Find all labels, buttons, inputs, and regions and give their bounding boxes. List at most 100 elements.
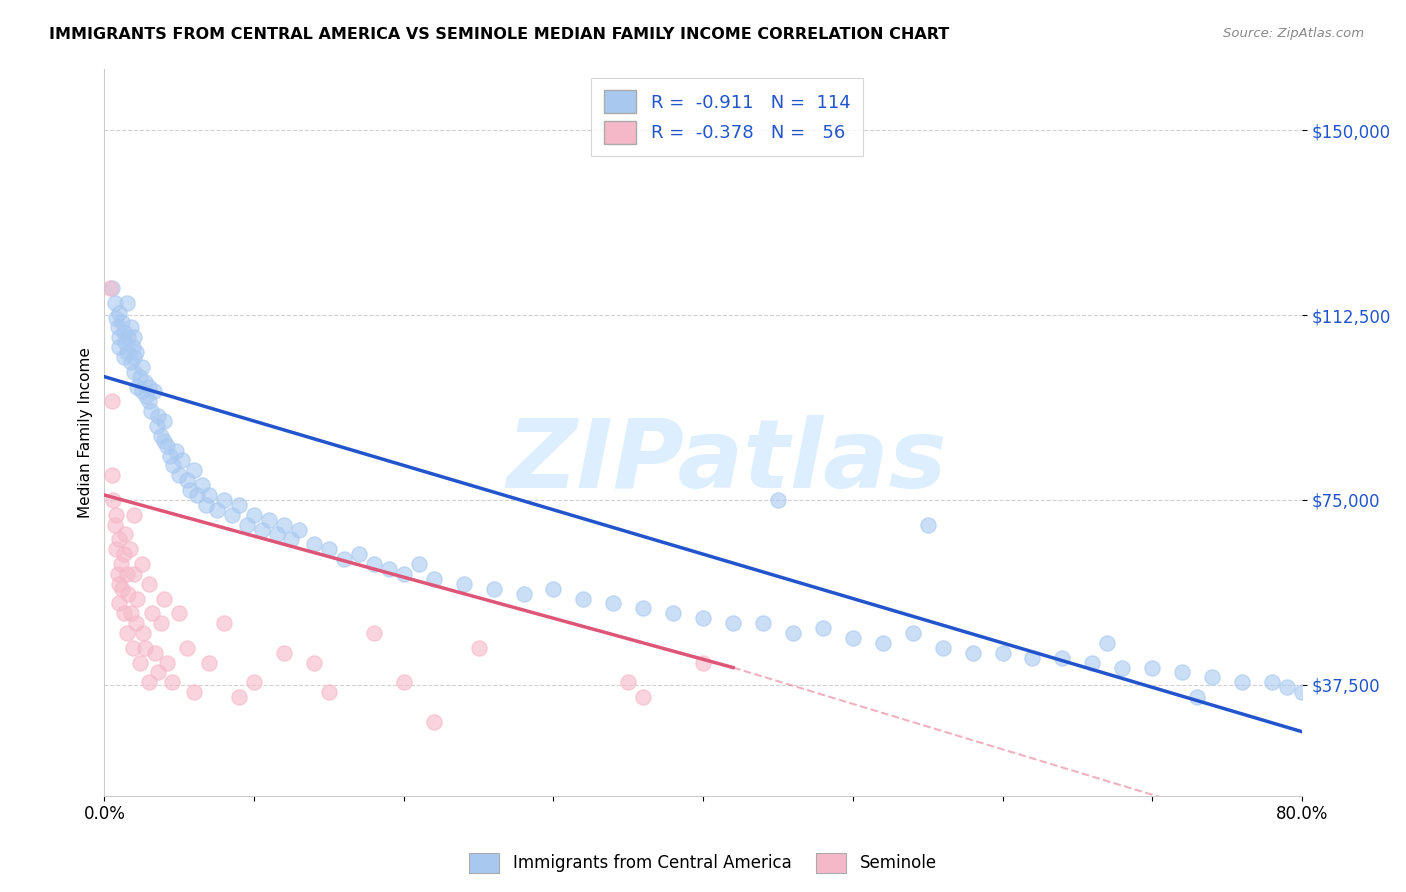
- Point: [143, 646, 166, 660]
- Point: [1111, 660, 1133, 674]
- Point: [228, 690, 250, 705]
- Point: [124, 330, 146, 344]
- Point: [183, 463, 205, 477]
- Point: [142, 384, 165, 399]
- Point: [115, 626, 138, 640]
- Point: [117, 330, 139, 344]
- Point: [302, 656, 325, 670]
- Point: [453, 576, 475, 591]
- Point: [250, 523, 273, 537]
- Point: [120, 320, 142, 334]
- Point: [101, 394, 124, 409]
- Point: [156, 656, 179, 670]
- Point: [1140, 660, 1163, 674]
- Point: [422, 572, 444, 586]
- Point: [692, 656, 714, 670]
- Point: [148, 409, 170, 423]
- Point: [112, 547, 135, 561]
- Point: [633, 690, 655, 705]
- Point: [105, 508, 128, 522]
- Point: [662, 607, 685, 621]
- Point: [467, 640, 489, 655]
- Legend: Immigrants from Central America, Seminole: Immigrants from Central America, Seminol…: [463, 847, 943, 880]
- Point: [917, 517, 939, 532]
- Point: [408, 557, 430, 571]
- Point: [103, 492, 125, 507]
- Point: [1171, 665, 1194, 680]
- Point: [766, 492, 789, 507]
- Point: [302, 537, 325, 551]
- Point: [179, 483, 201, 497]
- Point: [131, 384, 153, 399]
- Point: [572, 591, 595, 606]
- Point: [124, 566, 146, 581]
- Point: [129, 656, 152, 670]
- Point: [101, 468, 124, 483]
- Point: [195, 498, 218, 512]
- Point: [235, 517, 257, 532]
- Point: [190, 478, 212, 492]
- Point: [1261, 675, 1284, 690]
- Point: [991, 646, 1014, 660]
- Point: [280, 533, 302, 547]
- Point: [378, 562, 401, 576]
- Point: [602, 597, 624, 611]
- Point: [153, 414, 176, 428]
- Point: [1230, 675, 1253, 690]
- Point: [183, 685, 205, 699]
- Text: Source: ZipAtlas.com: Source: ZipAtlas.com: [1223, 27, 1364, 40]
- Point: [120, 355, 142, 369]
- Point: [257, 513, 280, 527]
- Point: [101, 281, 124, 295]
- Point: [318, 542, 340, 557]
- Point: [1021, 650, 1043, 665]
- Point: [1201, 670, 1223, 684]
- Point: [125, 345, 148, 359]
- Point: [872, 636, 894, 650]
- Point: [931, 640, 953, 655]
- Point: [107, 566, 129, 581]
- Point: [363, 557, 385, 571]
- Text: ZIPatlas: ZIPatlas: [506, 415, 948, 508]
- Point: [141, 607, 163, 621]
- Point: [1081, 656, 1104, 670]
- Point: [273, 517, 295, 532]
- Point: [363, 626, 385, 640]
- Point: [1275, 681, 1298, 695]
- Point: [221, 508, 243, 522]
- Point: [146, 419, 169, 434]
- Point: [165, 443, 187, 458]
- Point: [198, 488, 221, 502]
- Point: [134, 375, 156, 389]
- Point: [782, 626, 804, 640]
- Point: [115, 295, 138, 310]
- Point: [112, 607, 135, 621]
- Point: [127, 591, 149, 606]
- Point: [617, 675, 640, 690]
- Point: [115, 566, 138, 581]
- Point: [162, 458, 184, 473]
- Point: [127, 379, 149, 393]
- Point: [228, 498, 250, 512]
- Point: [120, 607, 142, 621]
- Point: [121, 340, 143, 354]
- Point: [108, 330, 131, 344]
- Point: [205, 503, 228, 517]
- Point: [104, 517, 127, 532]
- Point: [243, 675, 266, 690]
- Point: [811, 621, 834, 635]
- Point: [105, 310, 128, 325]
- Point: [186, 488, 208, 502]
- Point: [139, 404, 162, 418]
- Point: [392, 566, 415, 581]
- Point: [134, 640, 156, 655]
- Point: [111, 315, 134, 329]
- Legend: R =  -0.911   N =  114, R =  -0.378   N =   56: R = -0.911 N = 114, R = -0.378 N = 56: [591, 78, 863, 156]
- Point: [198, 656, 221, 670]
- Point: [962, 646, 984, 660]
- Point: [132, 626, 155, 640]
- Point: [107, 320, 129, 334]
- Point: [1052, 650, 1074, 665]
- Point: [118, 542, 141, 557]
- Point: [212, 616, 235, 631]
